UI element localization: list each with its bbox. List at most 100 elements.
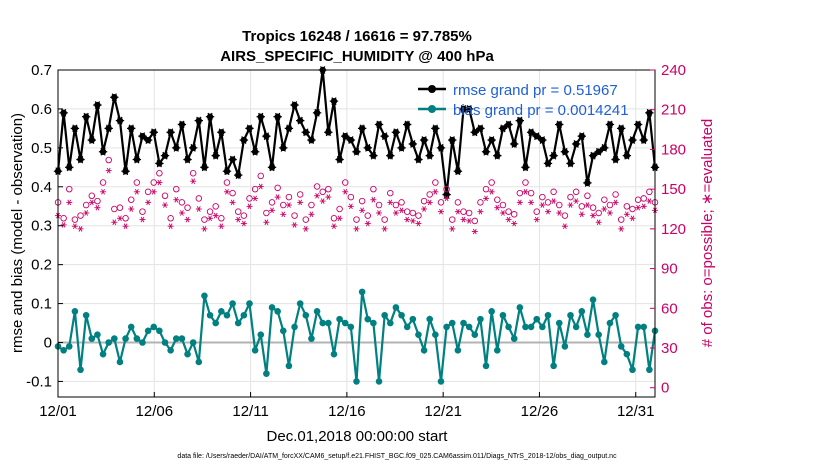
bias-point	[291, 323, 298, 331]
asterisk-stroke	[275, 194, 280, 200]
possible-obs-point	[448, 216, 456, 223]
possible-obs-point	[223, 179, 231, 186]
possible-obs-point	[229, 189, 236, 197]
evaluated-obs-point	[100, 188, 107, 195]
asterisk-stroke	[450, 226, 455, 232]
asterisk-stroke	[415, 155, 422, 164]
evaluated-obs-point	[133, 188, 140, 195]
possible-obs-point	[415, 212, 422, 219]
evaluated-obs-point	[246, 203, 253, 210]
asterisk-stroke	[331, 97, 337, 106]
possible-obs-point	[420, 197, 428, 205]
evaluated-obs-point	[370, 196, 377, 203]
asterisk-stroke	[291, 101, 298, 109]
bias-point	[172, 335, 180, 342]
asterisk-stroke	[512, 220, 517, 227]
rmse-point-star	[600, 143, 609, 152]
legend: rmse grand pr = 0.51967 bias grand pr = …	[418, 82, 629, 119]
asterisk-stroke	[320, 198, 325, 204]
asterisk-stroke	[270, 207, 274, 214]
possible-obs-point	[516, 189, 524, 197]
asterisk-stroke	[162, 151, 168, 160]
asterisk-stroke	[122, 167, 129, 176]
rmse-point-star	[380, 132, 389, 141]
evaluated-obs-point	[297, 199, 304, 206]
rmse-point-star	[295, 116, 305, 125]
asterisk-stroke	[128, 124, 134, 133]
asterisk-stroke	[84, 210, 89, 216]
axes-layer: 12/01 12/06 12/11 12/16 12/21 12/26 12/31 -0.1 0…	[26, 62, 686, 420]
evaluated-obs-point	[274, 194, 281, 200]
asterisk-stroke	[618, 124, 624, 133]
evaluated-obs-point	[207, 215, 214, 222]
evaluated-obs-point	[376, 210, 383, 216]
evaluated-obs-point	[612, 199, 619, 206]
evaluated-obs-point	[477, 208, 484, 215]
y-right-tick-label: 0	[661, 380, 669, 397]
possible-obs-point	[595, 209, 602, 217]
possible-obs-point	[398, 199, 405, 206]
bias-point	[285, 362, 293, 370]
asterisk-stroke	[505, 120, 512, 129]
asterisk-stroke	[534, 132, 540, 141]
asterisk-stroke	[382, 226, 387, 232]
bias-point	[629, 366, 636, 374]
asterisk-stroke	[438, 143, 444, 152]
asterisk-stroke	[201, 163, 208, 172]
evaluated-obs-point	[409, 218, 416, 224]
asterisk-stroke	[95, 204, 100, 211]
rmse-point-star	[211, 151, 220, 160]
asterisk-stroke	[353, 147, 360, 156]
possible-obs-point	[336, 205, 343, 213]
bias-point	[505, 323, 512, 331]
bias-point	[302, 311, 310, 319]
bias-point	[336, 315, 343, 323]
possible-obs-point	[370, 185, 377, 193]
asterisk-stroke	[410, 218, 415, 224]
y-left-tick-label: 0.2	[31, 257, 52, 274]
possible-obs-point	[234, 208, 242, 215]
asterisk-stroke	[579, 211, 584, 218]
asterisk-stroke	[365, 143, 371, 152]
evaluated-obs-point	[364, 220, 371, 227]
rmse-point-star	[104, 124, 113, 133]
evaluated-obs-point	[150, 188, 157, 195]
asterisk-stroke	[635, 120, 641, 129]
y-left-tick-label: 0.3	[31, 218, 52, 235]
evaluated-obs-point	[590, 212, 597, 219]
evaluated-obs-point	[212, 212, 219, 219]
bias-point	[251, 346, 259, 354]
bias-point	[426, 315, 434, 323]
asterisk-stroke	[551, 198, 556, 204]
rmse-point-star	[183, 155, 192, 164]
evaluated-obs-point	[257, 183, 264, 190]
asterisk-stroke	[522, 163, 529, 172]
bias-point	[178, 335, 186, 342]
rmse-point-star	[59, 108, 68, 117]
rmse-point-star	[346, 136, 356, 145]
possible-obs-point	[240, 212, 248, 219]
evaluated-obs-point	[516, 199, 523, 206]
evaluated-obs-point	[184, 216, 191, 223]
bias-point	[544, 311, 552, 319]
rmse-point-star	[515, 116, 525, 125]
rmse-point-star	[188, 143, 198, 152]
possible-obs-point	[567, 193, 574, 201]
rmse-point-star	[166, 128, 175, 137]
rmse-point-star	[442, 190, 451, 199]
asterisk-stroke	[134, 155, 140, 164]
evaluated-obs-point	[578, 211, 585, 218]
asterisk-stroke	[636, 204, 640, 211]
chart-subtitle: AIRS_SPECIFIC_HUMIDITY @ 400 hPa	[220, 48, 494, 65]
possible-obs-point	[133, 179, 141, 186]
asterisk-stroke	[112, 219, 117, 226]
evaluated-obs-point	[308, 211, 315, 218]
bias-point	[201, 292, 208, 300]
bias-point	[189, 339, 197, 346]
rmse-point-star	[481, 147, 491, 156]
rmse-point-star	[149, 128, 158, 137]
asterisk-stroke	[539, 136, 545, 145]
asterisk-stroke	[342, 132, 348, 141]
asterisk-stroke	[506, 216, 511, 223]
evaluated-obs-point	[314, 192, 321, 199]
